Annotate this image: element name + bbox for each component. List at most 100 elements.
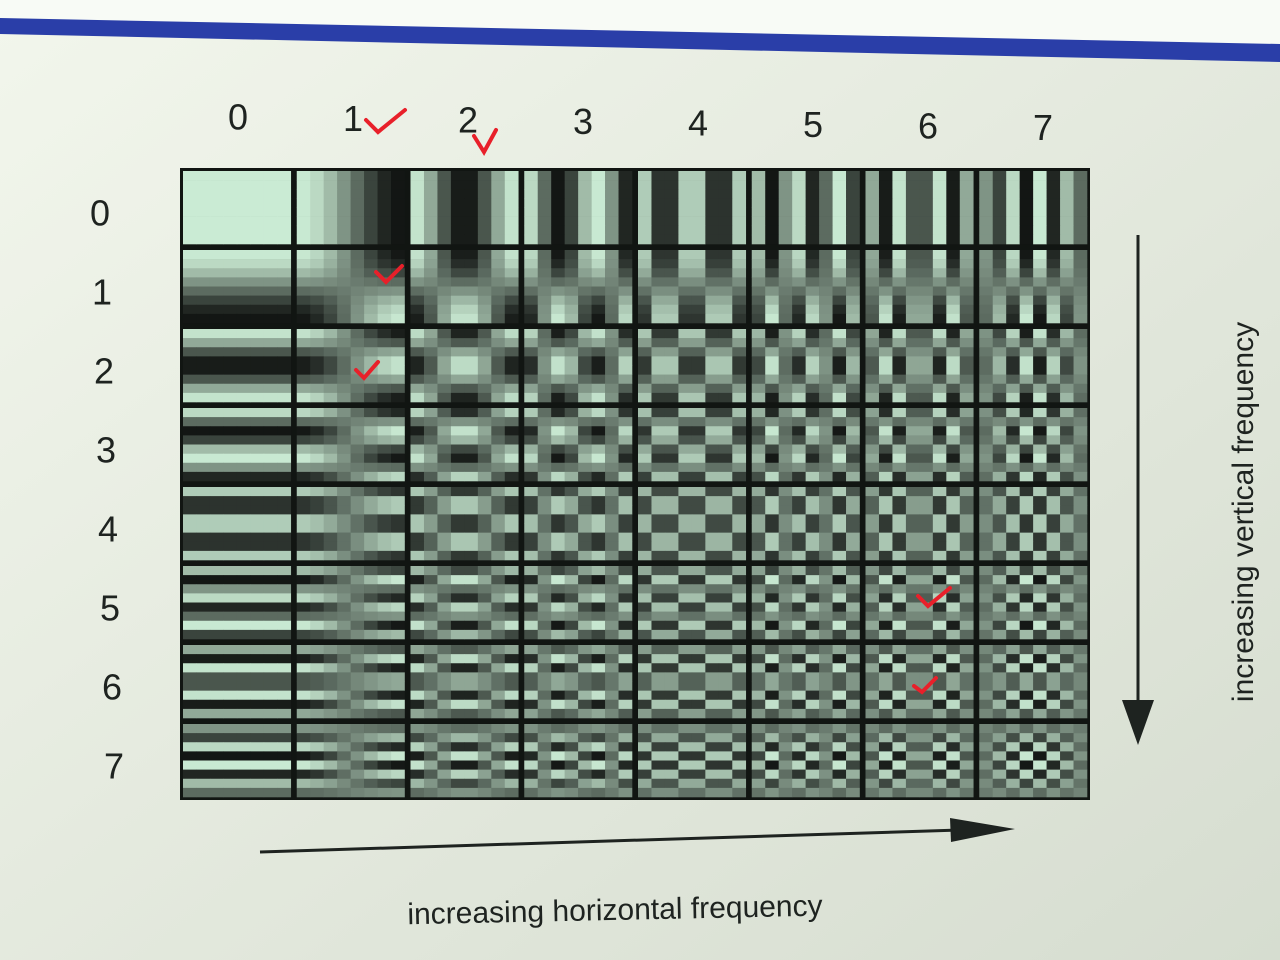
basis-pixel: [364, 699, 378, 710]
basis-pixel: [992, 295, 1007, 306]
basis-pixel: [1019, 629, 1034, 640]
basis-pixel: [391, 487, 405, 497]
basis-pixel: [638, 663, 652, 673]
basis-pixel: [819, 453, 833, 464]
basis-pixel: [805, 286, 820, 296]
basis-pixel: [537, 760, 552, 770]
basis-pixel: [504, 338, 519, 348]
basis-pixel: [1046, 584, 1061, 594]
basis-pixel: [183, 453, 197, 464]
basis-pixel: [905, 462, 920, 473]
basis-pixel: [919, 295, 934, 306]
basis-pixel: [905, 356, 920, 366]
basis-pixel: [819, 189, 833, 199]
basis-pixel: [1060, 365, 1074, 375]
basis-pixel: [878, 383, 893, 394]
basis-pixel: [423, 356, 438, 366]
basis-pixel: [605, 620, 619, 631]
basis-pixel: [504, 304, 519, 315]
basis-pixel: [537, 207, 552, 217]
basis-pixel: [310, 672, 324, 682]
basis-cell: [979, 408, 1088, 482]
basis-pixel: [296, 690, 311, 701]
basis-pixel: [651, 329, 666, 339]
basis-pixel: [464, 383, 479, 394]
basis-pixel: [250, 338, 265, 348]
basis-pixel: [691, 778, 706, 789]
basis-pixel: [638, 365, 652, 375]
basis-pixel: [1019, 338, 1034, 348]
basis-pixel: [946, 286, 961, 296]
basis-pixel: [183, 329, 197, 339]
basis-pixel: [491, 611, 506, 622]
basis-pixel: [651, 505, 666, 515]
basis-pixel: [209, 207, 224, 217]
basis-pixel: [979, 329, 994, 339]
basis-pixel: [1046, 611, 1061, 622]
basis-pixel: [410, 733, 425, 743]
basis-pixel: [678, 690, 693, 701]
basis-pixel: [992, 681, 1007, 691]
basis-cell: [296, 566, 405, 640]
basis-pixel: [236, 259, 251, 269]
basis-pixel: [391, 602, 405, 612]
basis-pixel: [377, 408, 392, 418]
basis-pixel: [364, 496, 378, 506]
basis-pixel: [959, 234, 974, 245]
basis-pixel: [537, 575, 552, 585]
basis-pixel: [337, 629, 351, 640]
basis-pixel: [865, 295, 880, 306]
basis-pixel: [464, 602, 479, 612]
basis-pixel: [778, 356, 793, 366]
basis-pixel: [364, 584, 378, 594]
basis-pixel: [718, 645, 733, 655]
basis-pixel: [1046, 295, 1061, 306]
basis-pixel: [277, 532, 292, 543]
basis-pixel: [1019, 259, 1034, 269]
basis-pixel: [423, 532, 438, 543]
basis-pixel: [350, 471, 365, 482]
basis-pixel: [805, 313, 820, 324]
basis-pixel: [892, 365, 907, 375]
basis-pixel: [196, 295, 211, 306]
basis-pixel: [250, 286, 265, 296]
basis-pixel: [932, 550, 947, 561]
basis-pixel: [337, 672, 351, 682]
basis-pixel: [664, 374, 679, 385]
basis-pixel: [491, 663, 506, 673]
basis-pixel: [805, 198, 820, 208]
basis-pixel: [1073, 417, 1088, 427]
basis-pixel: [905, 250, 920, 260]
basis-pixel: [423, 505, 438, 515]
basis-pixel: [337, 365, 351, 375]
basis-pixel: [618, 611, 633, 622]
basis-pixel: [437, 699, 452, 710]
basis-pixel: [664, 681, 679, 691]
basis-pixel: [718, 550, 733, 561]
basis-pixel: [196, 444, 211, 454]
basis-pixel: [979, 313, 994, 324]
basis-pixel: [705, 699, 720, 710]
basis-pixel: [196, 313, 211, 324]
basis-pixel: [1060, 629, 1074, 640]
basis-pixel: [423, 180, 438, 190]
basis-pixel: [705, 496, 720, 506]
basis-cell: [638, 645, 747, 719]
basis-pixel: [564, 611, 579, 622]
basis-pixel: [678, 550, 693, 561]
basis-pixel: [932, 471, 947, 482]
basis-pixel: [905, 602, 920, 612]
basis-pixel: [732, 180, 747, 190]
basis-pixel: [524, 277, 539, 287]
basis-pixel: [423, 329, 438, 339]
basis-pixel: [196, 250, 211, 260]
basis-pixel: [605, 462, 619, 473]
basis-pixel: [651, 417, 666, 427]
basis-pixel: [323, 408, 338, 418]
basis-pixel: [1060, 654, 1074, 664]
basis-pixel: [819, 347, 833, 357]
basis-pixel: [765, 304, 779, 315]
basis-pixel: [932, 611, 947, 622]
basis-pixel: [1033, 724, 1047, 734]
basis-pixel: [450, 550, 465, 561]
